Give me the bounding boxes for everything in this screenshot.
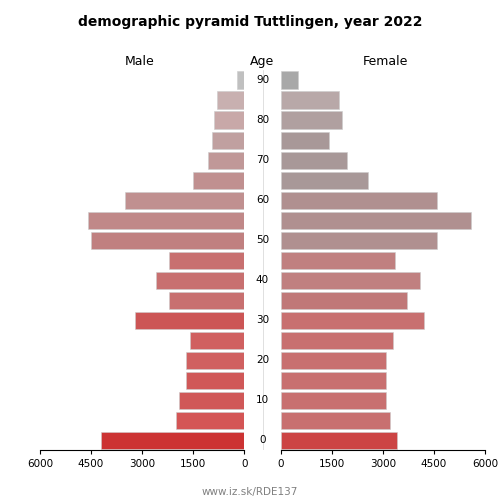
Bar [170,252,244,268]
Bar [156,272,244,288]
Text: 40: 40 [256,275,269,285]
Text: 70: 70 [256,155,269,165]
Bar [281,192,438,208]
Bar [186,372,244,388]
Bar [281,332,393,348]
Bar [180,392,244,408]
Bar [281,272,420,288]
Text: 80: 80 [256,115,269,125]
Bar [281,252,395,268]
Bar [281,132,328,148]
Bar [281,392,386,408]
Bar [176,412,244,428]
Bar [91,232,244,248]
Bar [238,72,244,88]
Bar [214,112,244,128]
Bar [281,352,386,368]
Text: 50: 50 [256,235,269,245]
Text: www.iz.sk/RDE137: www.iz.sk/RDE137 [202,488,298,498]
Bar [281,92,338,108]
Bar [281,212,471,228]
Text: Female: Female [362,55,408,68]
Text: 90: 90 [256,75,269,85]
Bar [281,172,368,188]
Bar [186,352,244,368]
Bar [136,312,244,328]
Text: 30: 30 [256,315,269,325]
Bar [281,372,386,388]
Bar [190,332,244,348]
Bar [281,152,347,168]
Text: Male: Male [125,55,155,68]
Text: 60: 60 [256,195,269,205]
Bar [281,232,438,248]
Bar [281,292,407,308]
Bar [101,432,244,448]
Bar [281,312,424,328]
Bar [281,432,396,448]
Bar [281,72,298,88]
Text: demographic pyramid Tuttlingen, year 2022: demographic pyramid Tuttlingen, year 202… [78,15,422,29]
Bar [170,292,244,308]
Bar [193,172,244,188]
Bar [281,412,390,428]
Bar [208,152,244,168]
Text: 20: 20 [256,355,269,365]
Text: 10: 10 [256,395,269,405]
Bar [88,212,244,228]
Text: 0: 0 [259,435,266,445]
Bar [212,132,244,148]
Bar [217,92,244,108]
Bar [125,192,244,208]
Bar [281,112,342,128]
Text: Age: Age [250,55,274,68]
